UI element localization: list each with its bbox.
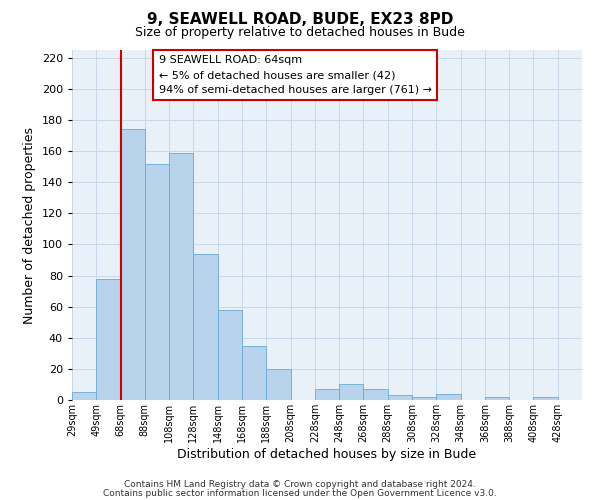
Bar [315, 389, 339, 400]
Text: 9 SEAWELL ROAD: 64sqm
← 5% of detached houses are smaller (42)
94% of semi-detac: 9 SEAWELL ROAD: 64sqm ← 5% of detached h… [158, 55, 432, 95]
Bar [533, 397, 558, 400]
Text: Size of property relative to detached houses in Bude: Size of property relative to detached ho… [135, 26, 465, 39]
Bar [72, 392, 96, 400]
Bar [169, 152, 193, 400]
Bar [485, 397, 509, 400]
Text: Contains public sector information licensed under the Open Government Licence v3: Contains public sector information licen… [103, 488, 497, 498]
Bar [96, 278, 121, 400]
Y-axis label: Number of detached properties: Number of detached properties [23, 126, 36, 324]
Bar [436, 394, 461, 400]
Bar [388, 396, 412, 400]
Bar [145, 164, 169, 400]
Bar [339, 384, 364, 400]
Text: 9, SEAWELL ROAD, BUDE, EX23 8PD: 9, SEAWELL ROAD, BUDE, EX23 8PD [147, 12, 453, 28]
Bar [242, 346, 266, 400]
Bar [364, 389, 388, 400]
Bar [218, 310, 242, 400]
Bar [121, 130, 145, 400]
X-axis label: Distribution of detached houses by size in Bude: Distribution of detached houses by size … [178, 448, 476, 460]
Bar [266, 369, 290, 400]
Bar [193, 254, 218, 400]
Text: Contains HM Land Registry data © Crown copyright and database right 2024.: Contains HM Land Registry data © Crown c… [124, 480, 476, 489]
Bar [412, 397, 436, 400]
